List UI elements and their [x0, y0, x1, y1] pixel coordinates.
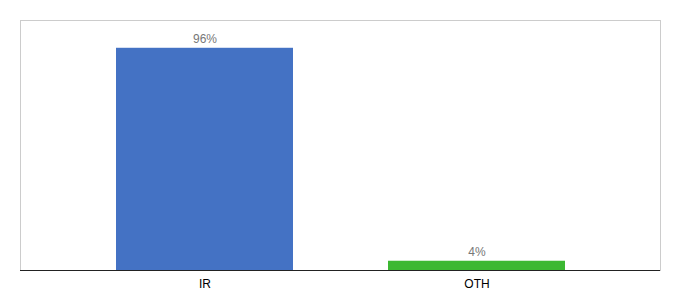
svg-text:OTH: OTH [464, 277, 489, 291]
svg-text:IR: IR [199, 277, 211, 291]
svg-text:96%: 96% [193, 32, 217, 46]
svg-text:4%: 4% [468, 245, 486, 259]
